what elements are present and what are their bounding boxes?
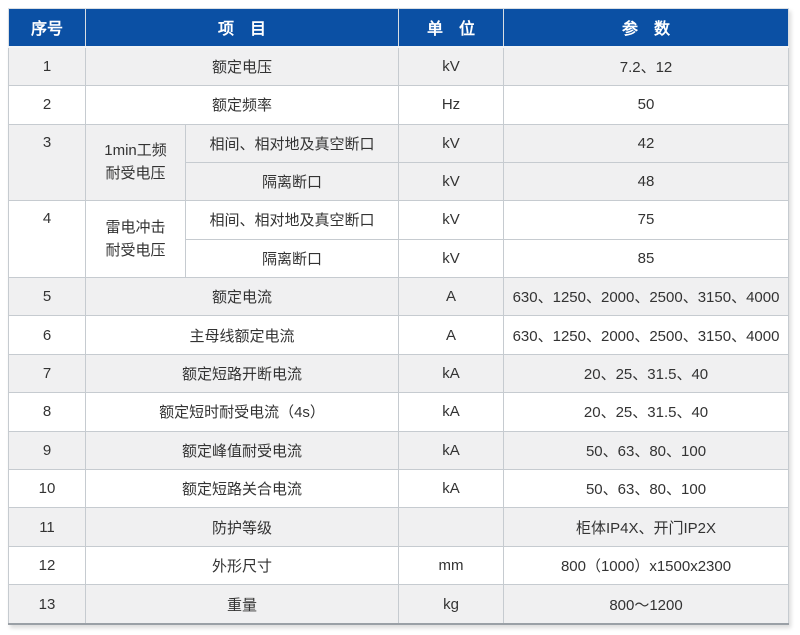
row-item: 额定电流 xyxy=(84,277,400,317)
row-subitem: 相间、相对地及真空断口 xyxy=(184,200,400,240)
row-group-line2: 耐受电压 xyxy=(105,242,166,260)
row-item: 额定短路开断电流 xyxy=(84,353,400,394)
row-no: 8 xyxy=(8,392,86,432)
table-row: 13 重量 kg 800～1200 xyxy=(8,584,790,626)
header-row: 序号 项 目 单 位 参 数 xyxy=(8,8,790,48)
row-param: 7.2、12 xyxy=(503,45,790,87)
row-group: 雷电冲击 耐受电压 xyxy=(85,200,186,279)
header-unit: 单 位 xyxy=(398,8,505,48)
row-unit: kA xyxy=(398,353,505,394)
table-row: 9 额定峰值耐受电流 kA 50、63、80、100 xyxy=(8,430,790,471)
table-row: 5 额定电流 A 630、1250、2000、2500、3150、4000 xyxy=(8,277,790,317)
row-param: 800（1000）x1500x2300 xyxy=(503,545,790,586)
row-item: 额定频率 xyxy=(84,85,400,125)
row-no: 12 xyxy=(8,545,86,586)
row-item: 外形尺寸 xyxy=(84,545,400,586)
row-unit: kV xyxy=(398,161,505,202)
row-unit: A xyxy=(398,277,505,317)
row-subitem: 相间、相对地及真空断口 xyxy=(184,123,400,163)
row-unit: kV xyxy=(398,123,505,163)
row-unit: kV xyxy=(398,200,505,240)
table-row: 隔离断口 kV 85 xyxy=(9,238,790,279)
row-no: 7 xyxy=(8,353,86,394)
row-param: 20、25、31.5、40 xyxy=(503,392,790,432)
row-param: 75 xyxy=(503,200,790,240)
row-param: 50 xyxy=(503,85,790,125)
row-no: 6 xyxy=(8,315,86,355)
row-no: 13 xyxy=(8,584,86,626)
row-param: 20、25、31.5、40 xyxy=(503,353,790,394)
row-item: 额定电压 xyxy=(84,45,400,87)
row-unit: kg xyxy=(398,584,505,626)
table-row: 6 主母线额定电流 A 630、1250、2000、2500、3150、4000 xyxy=(8,315,790,355)
row-unit xyxy=(398,507,505,547)
row-param: 48 xyxy=(503,161,790,202)
row-param: 50、63、80、100 xyxy=(503,430,790,471)
row-no: 4 xyxy=(8,200,86,279)
row-no: 2 xyxy=(8,85,86,125)
row-no: 1 xyxy=(8,45,86,87)
row-param: 50、63、80、100 xyxy=(503,469,790,509)
row-no: 5 xyxy=(8,277,86,317)
row-item: 重量 xyxy=(84,584,400,626)
row-item: 额定短时耐受电流（4s） xyxy=(84,392,400,432)
row-param: 42 xyxy=(503,123,790,163)
row-unit: kV xyxy=(398,45,505,87)
row-param: 800～1200 xyxy=(503,584,790,626)
header-item: 项 目 xyxy=(84,8,400,48)
row-group-line1: 雷电冲击 xyxy=(105,218,166,236)
row-no: 11 xyxy=(8,507,86,547)
spec-table: 序号 项 目 单 位 参 数 1 额定电压 kV 7.2、12 2 额定频率 H… xyxy=(8,8,790,626)
row-no: 9 xyxy=(8,430,86,471)
row-group: 1min工频 耐受电压 xyxy=(85,123,186,202)
row-item: 额定短路关合电流 xyxy=(84,469,400,509)
row-item: 额定峰值耐受电流 xyxy=(84,430,400,471)
row-unit: Hz xyxy=(398,85,505,125)
table-row: 3 1min工频 耐受电压 相间、相对地及真空断口 kV 42 xyxy=(8,123,790,202)
table-row: 4 雷电冲击 耐受电压 相间、相对地及真空断口 kV 75 xyxy=(8,200,790,279)
row-subitem: 隔离断口 xyxy=(184,161,400,202)
table-row: 12 外形尺寸 mm 800（1000）x1500x2300 xyxy=(8,545,790,586)
row-param: 85 xyxy=(503,238,790,279)
row-unit: kA xyxy=(398,469,505,509)
row-no: 10 xyxy=(8,469,86,509)
row-unit: kV xyxy=(398,238,505,279)
table-row: 11 防护等级 柜体IP4X、开门IP2X xyxy=(8,507,790,547)
table-row: 10 额定短路关合电流 kA 50、63、80、100 xyxy=(8,469,790,509)
row-group-line1: 1min工频 xyxy=(104,142,167,160)
table-row: 8 额定短时耐受电流（4s） kA 20、25、31.5、40 xyxy=(8,392,790,432)
row-param: 柜体IP4X、开门IP2X xyxy=(503,507,790,547)
row-unit: A xyxy=(398,315,505,355)
table-row: 1 额定电压 kV 7.2、12 xyxy=(8,45,790,87)
row-param: 630、1250、2000、2500、3150、4000 xyxy=(503,277,790,317)
table-row: 7 额定短路开断电流 kA 20、25、31.5、40 xyxy=(8,353,790,394)
header-param: 参 数 xyxy=(503,8,790,48)
row-subitem: 隔离断口 xyxy=(184,238,400,279)
header-no: 序号 xyxy=(8,8,86,48)
row-item: 主母线额定电流 xyxy=(84,315,400,355)
row-param: 630、1250、2000、2500、3150、4000 xyxy=(503,315,790,355)
row-unit: kA xyxy=(398,430,505,471)
row-unit: kA xyxy=(398,392,505,432)
row-no: 3 xyxy=(8,123,86,202)
table-row: 2 额定频率 Hz 50 xyxy=(8,85,790,125)
table-row: 隔离断口 kV 48 xyxy=(9,161,790,202)
row-group-line2: 耐受电压 xyxy=(105,165,166,183)
row-item: 防护等级 xyxy=(84,507,400,547)
row-unit: mm xyxy=(398,545,505,586)
